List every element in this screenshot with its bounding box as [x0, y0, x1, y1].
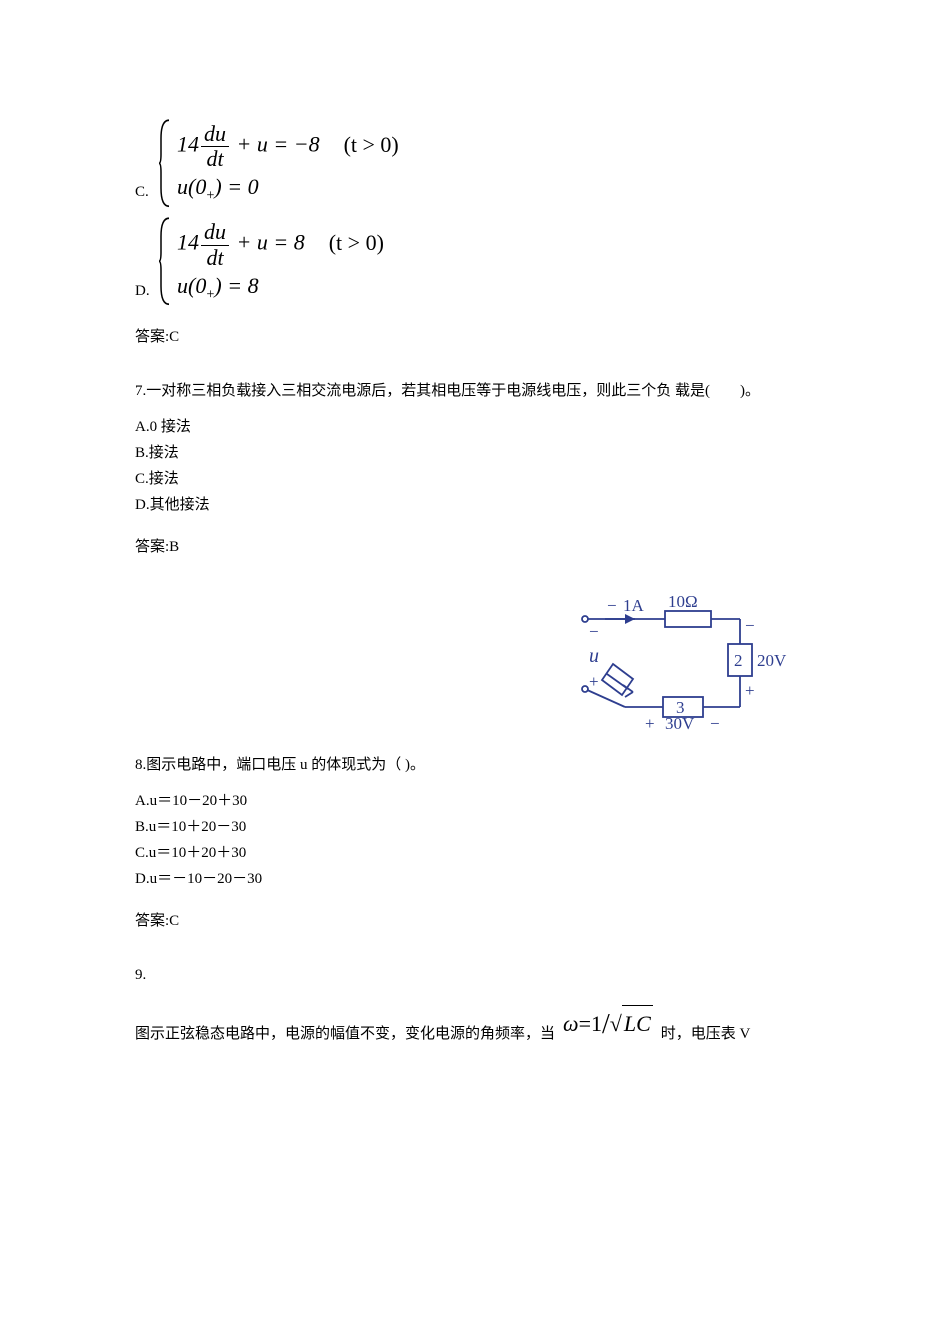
q8-answer: 答案:C — [135, 909, 815, 933]
diagram-current-sign: − — [607, 596, 617, 615]
q7-stem: 7.一对称三相负载接入三相交流电源后，若其相电压等于电源线电压，则此三个负 载是… — [135, 379, 815, 403]
q7-answer: 答案:B — [135, 535, 815, 559]
rhs: 8 — [294, 230, 305, 255]
brace-icon — [159, 118, 169, 208]
rhs: 8 — [248, 273, 259, 298]
eq-part: =1 — [579, 1011, 602, 1036]
q7-option-d: D.其他接法 — [135, 493, 815, 517]
sqrt-content: LC — [622, 1005, 653, 1041]
diagram-box2-label: 2 — [734, 651, 743, 670]
q9-num: 9. — [135, 963, 815, 987]
q8-stem: 8.图示电路中，端口电压 u 的体现式为（ )。 — [135, 753, 815, 777]
q6-answer: 答案:C — [135, 325, 815, 349]
numerator: du — [201, 122, 229, 147]
q7-option-a: A.0 接法 — [135, 415, 815, 439]
diagram-box3-v: 30V — [665, 714, 695, 733]
lhs: u(0 — [177, 273, 206, 298]
diagram-box2-v: 20V — [757, 651, 787, 670]
var-u: u — [257, 230, 268, 255]
fraction: dudt — [201, 122, 229, 171]
diagram-box3-left-sign: + — [645, 714, 655, 733]
rhs: 0 — [248, 174, 259, 199]
q9-pre-text: 图示正弦稳态电路中，电源的幅值不变，变化电源的角频率，当 — [135, 1022, 555, 1046]
q8-wrapper: − 1A 10Ω − 2 20V + 3 + 30V − u − + 8.图示电… — [135, 619, 815, 933]
q7-option-b: B.接法 — [135, 441, 815, 465]
q6-option-d: D. 14dudt + u = 8 (t > 0) u(0+) = 8 — [135, 216, 815, 306]
diagram-r-top: 10Ω — [668, 592, 698, 611]
omega-sym: ω — [563, 1011, 579, 1036]
q9-post-text: 时，电压表 V — [661, 1022, 751, 1046]
slash: / — [602, 1009, 610, 1040]
equation-line: 14dudt + u = −8 (t > 0) — [177, 122, 399, 171]
diagram-u-bot-sign: + — [589, 672, 599, 691]
q8-option-a: A.u＝10－20＋30 — [135, 789, 815, 813]
option-label-c: C. — [135, 180, 149, 204]
diagram-current: 1A — [623, 596, 645, 615]
option-label-d: D. — [135, 279, 150, 303]
q9-line: 图示正弦稳态电路中，电源的幅值不变，变化电源的角频率，当 ω=1/√LC 时，电… — [135, 1001, 815, 1046]
diagram-u-label: u — [589, 645, 599, 667]
denominator: dt — [201, 246, 229, 270]
q7-option-c: C.接法 — [135, 467, 815, 491]
diagram-u-top-sign: − — [589, 622, 599, 641]
diagram-box2-bot-sign: + — [745, 681, 755, 700]
plus: + — [231, 230, 257, 255]
equation-line: 14dudt + u = 8 (t > 0) — [177, 220, 384, 269]
q8-option-b: B.u＝10＋20－30 — [135, 815, 815, 839]
plus: + — [231, 132, 257, 157]
denominator: dt — [201, 147, 229, 171]
rhs: −8 — [294, 132, 320, 157]
diagram-box3-right-sign: − — [710, 714, 720, 733]
condition: (t > 0) — [329, 230, 384, 255]
diagram-box2-top-sign: − — [745, 616, 755, 635]
omega-formula: ω=1/√LC — [563, 1001, 653, 1046]
q8-option-d: D.u＝－10－20－30 — [135, 867, 815, 891]
equation-line: u(0+) = 0 — [177, 175, 399, 204]
circuit-diagram: − 1A 10Ω − 2 20V + 3 + 30V − u − + — [565, 589, 795, 749]
numerator: du — [201, 220, 229, 245]
coef: 14 — [177, 230, 199, 255]
sqrt-icon: √LC — [610, 1005, 653, 1041]
equals: = — [268, 132, 294, 157]
fraction: dudt — [201, 220, 229, 269]
condition: (t > 0) — [344, 132, 399, 157]
equals: = — [268, 230, 294, 255]
var-u: u — [257, 132, 268, 157]
mid: ) = — [214, 273, 247, 298]
q8-option-c: C.u＝10＋20＋30 — [135, 841, 815, 865]
coef: 14 — [177, 132, 199, 157]
lhs: u(0 — [177, 174, 206, 199]
mid: ) = — [214, 174, 247, 199]
equation-line: u(0+) = 8 — [177, 274, 384, 303]
q6-option-c: C. 14dudt + u = −8 (t > 0) u(0+) = 0 — [135, 118, 815, 208]
brace-icon — [159, 216, 169, 306]
